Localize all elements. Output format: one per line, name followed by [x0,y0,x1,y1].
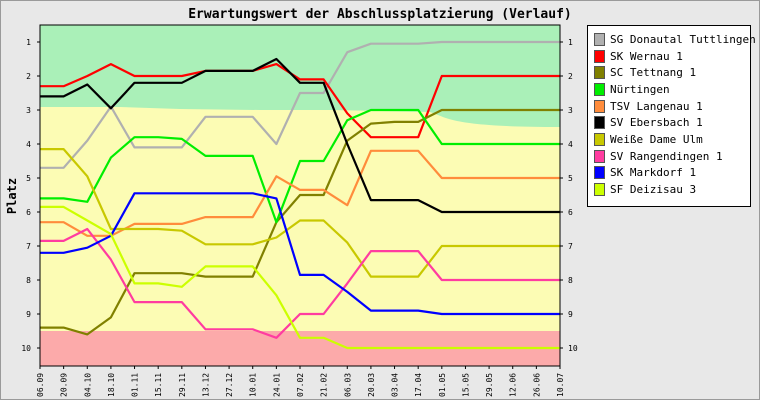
legend-swatch [594,99,605,113]
legend-label: SK Markdorf 1 [610,166,697,180]
legend-label: SG Donautal Tuttlingen 1 [610,32,760,46]
legend-label: SC Tettnang 1 [610,66,697,80]
legend-label: TSV Langenau 1 [610,99,703,113]
legend-label: SV Rangendingen 1 [610,149,723,163]
x-tick-label: 27.12 [225,373,234,397]
y-tick-label-left: 2 [26,72,31,81]
y-tick-label-right: 3 [568,106,573,115]
x-tick-label: 10.07 [556,373,565,397]
x-tick-label: 17.04 [414,373,423,397]
legend-item: SV Rangendingen 1 [594,148,750,165]
x-tick-label: 01.05 [438,373,447,397]
y-tick-label-right: 4 [568,140,573,149]
y-tick-label-right: 9 [568,310,573,319]
legend-item: SC Tettnang 1 [594,64,750,81]
legend-label: Nürtingen [610,82,670,96]
legend-swatch [594,166,605,180]
y-tick-label-right: 8 [568,276,573,285]
y-tick-label-left: 5 [26,174,31,183]
x-tick-label: 07.02 [296,373,305,397]
legend-label: SF Deizisau 3 [610,183,697,197]
x-tick-label: 12.06 [509,373,518,397]
x-tick-label: 20.09 [60,373,69,397]
legend-label: SV Ebersbach 1 [610,116,703,130]
y-tick-label-left: 4 [26,140,31,149]
x-tick-label: 06.03 [343,373,352,397]
series-line-7 [40,227,560,339]
y-tick-label-left: 8 [26,276,31,285]
series-line-9 [40,205,560,350]
y-tick-label-left: 3 [26,106,31,115]
x-tick-label: 29.11 [178,373,187,397]
chart-title: Erwartungswert der Abschlussplatzierung … [188,7,572,22]
y-tick-label-left: 6 [26,208,31,217]
series-line-1 [40,62,560,139]
y-tick-label-right: 1 [568,38,573,47]
legend-swatch [594,183,605,197]
y-tick-label-left: 10 [21,344,31,353]
legend: SG Donautal Tuttlingen 1 SK Wernau 1 SC Te… [587,25,760,207]
legend-item: SG Donautal Tuttlingen 1 [594,31,760,48]
zone-top [40,25,560,127]
legend-swatch [594,66,605,80]
legend-label: SK Wernau 1 [610,49,683,63]
legend-swatch [594,49,605,63]
legend-item: TSV Langenau 1 [594,98,750,115]
legend-item: SK Wernau 1 [594,48,750,65]
x-tick-label: 15.05 [461,373,470,397]
y-tick-label-left: 7 [26,242,31,251]
x-tick-label: 06.09 [36,373,45,397]
x-tick-label: 20.03 [367,373,376,397]
legend-item: Nürtingen [594,81,750,98]
series-line-4 [40,149,560,237]
legend-swatch [594,116,605,130]
legend-swatch [594,149,605,163]
legend-item: SK Markdorf 1 [594,165,750,182]
plot-border [39,24,561,367]
series-line-8 [40,192,560,316]
legend-item: Weiße Dame Ulm [594,131,750,148]
legend-item: SF Deizisau 3 [594,181,750,198]
y-tick-label-right: 5 [568,174,573,183]
y-axis-label: Platz [5,178,19,214]
x-tick-label: 03.04 [391,373,400,397]
x-tick-label: 04.10 [83,373,92,397]
y-tick-label-left: 1 [26,38,31,47]
x-tick-label: 24.01 [272,373,281,397]
series-line-6 [40,148,560,278]
x-tick-label: 13.12 [201,373,210,397]
x-tick-label: 26.06 [532,373,541,397]
x-tick-label: 21.02 [320,373,329,397]
series-line-3 [40,108,560,224]
legend-swatch [594,132,605,146]
y-tick-label-right: 10 [568,344,578,353]
y-tick-label-right: 6 [568,208,573,217]
legend-swatch [594,32,605,46]
series-line-0 [40,40,560,169]
series-line-5 [40,57,560,214]
y-tick-label-left: 9 [26,310,31,319]
legend-swatch [594,82,605,96]
legend-item: SV Ebersbach 1 [594,114,750,131]
x-tick-label: 10.01 [249,373,258,397]
x-tick-label: 18.10 [107,373,116,397]
x-tick-label: 29.05 [485,373,494,397]
x-tick-label: 15.11 [154,373,163,397]
y-tick-label-right: 7 [568,242,573,251]
x-tick-label: 01.11 [131,373,140,397]
legend-label: Weiße Dame Ulm [610,132,703,146]
y-tick-label-right: 2 [568,72,573,81]
